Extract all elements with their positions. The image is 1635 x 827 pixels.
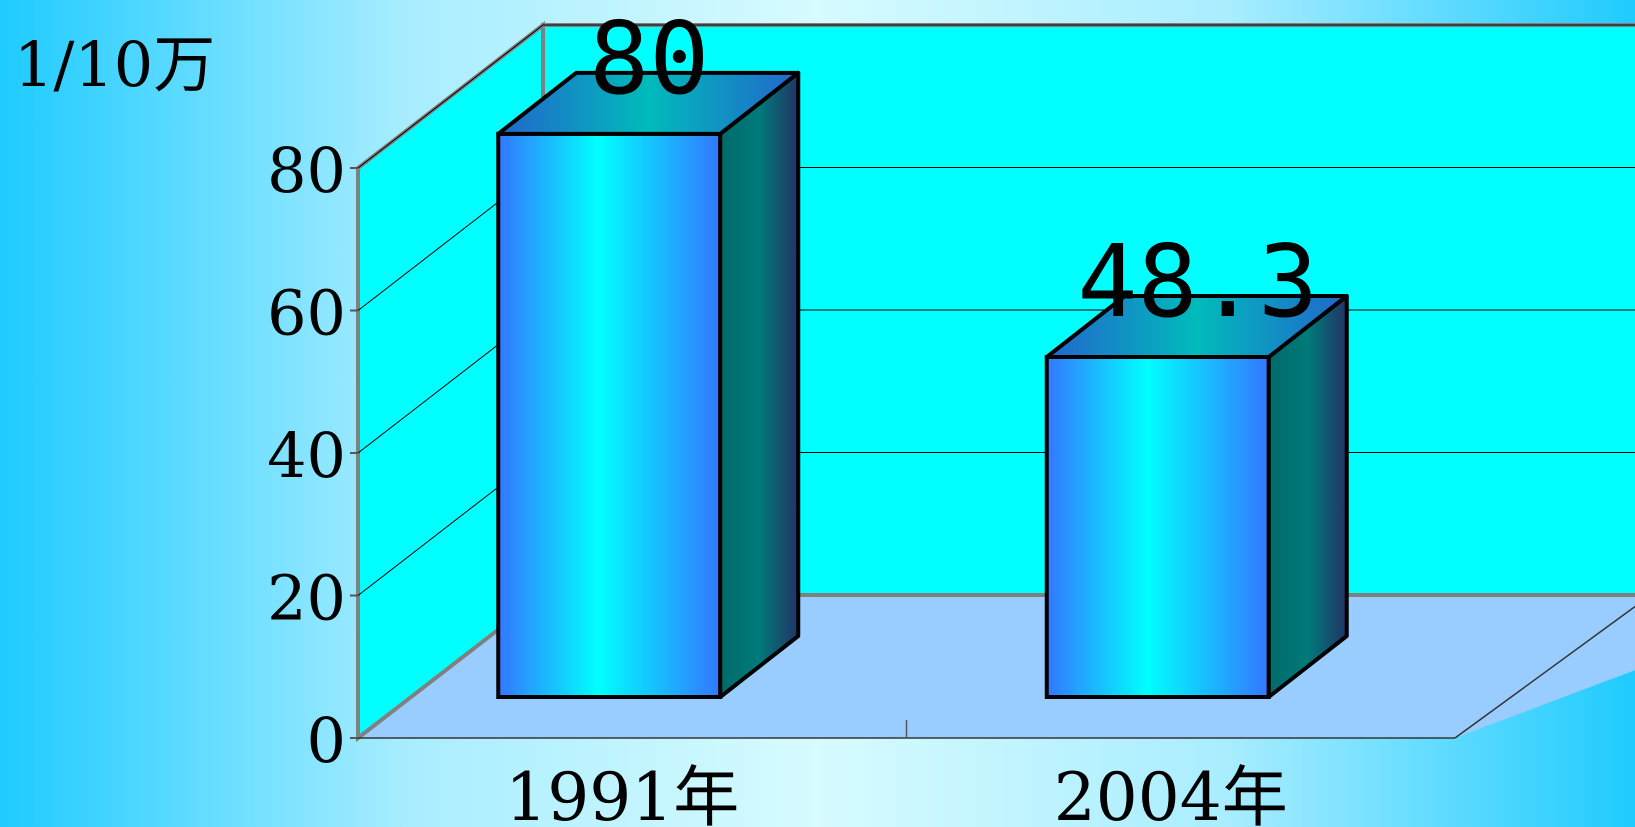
bars: [496, 70, 1349, 699]
y-axis-ticks: 0 20 40 60 80: [267, 134, 908, 777]
x-tick-label: 1991年: [505, 759, 739, 827]
bar: [496, 70, 801, 699]
x-axis-labels: 1991年 2004年: [505, 759, 1287, 827]
bar-top: [496, 70, 801, 136]
bar-side: [718, 70, 801, 699]
value-label: 80: [589, 0, 709, 117]
bar-front: [1044, 354, 1271, 699]
gridline: [357, 24, 1635, 169]
value-labels: 80 48.3: [589, 0, 1318, 340]
y-tick-label: 40: [267, 419, 346, 492]
bar-side: [1266, 293, 1349, 699]
y-tick-label: 20: [267, 562, 346, 635]
y-axis-unit-label: 1/10万: [14, 28, 216, 101]
x-tick-label: 2004年: [1054, 759, 1288, 827]
y-tick-label: 60: [267, 277, 346, 350]
floor-edge: [1454, 605, 1635, 739]
bar: [1044, 293, 1349, 699]
y-tick-label: 80: [267, 134, 346, 207]
y-tick-label: 0: [307, 704, 346, 777]
bar-top: [1044, 293, 1349, 359]
bar-front: [496, 131, 723, 699]
value-label: 48.3: [1077, 223, 1318, 340]
